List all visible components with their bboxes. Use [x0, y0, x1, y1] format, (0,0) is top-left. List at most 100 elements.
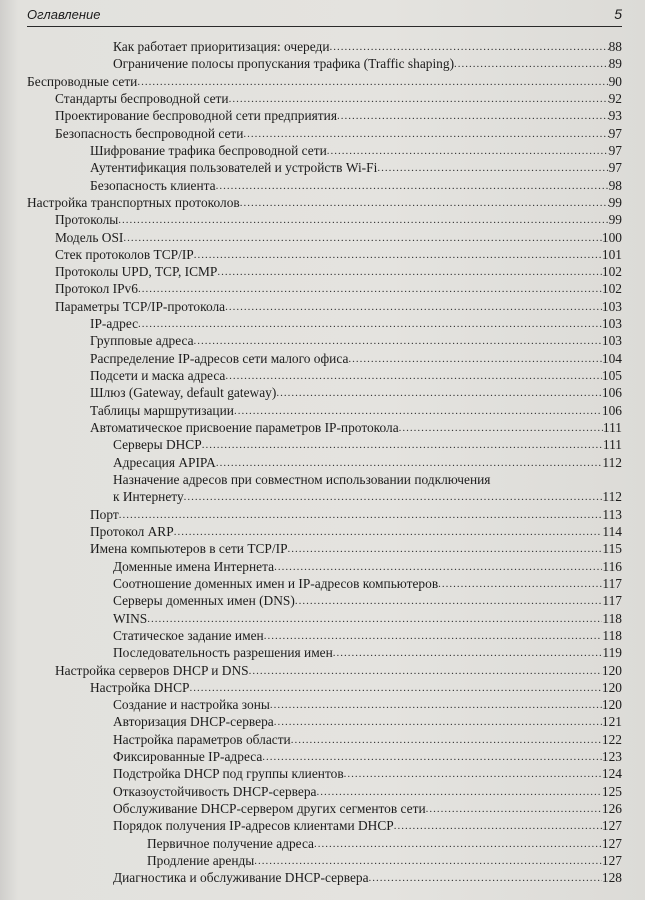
toc-entry: WINS 118 [113, 610, 622, 627]
dot-leader [399, 421, 603, 436]
toc-entry-title: Стек протоколов TCP/IP [55, 246, 194, 262]
toc-entry-page: 117 [602, 575, 622, 591]
dot-leader [249, 664, 602, 679]
dot-leader [314, 837, 602, 852]
toc-entry: Соотношение доменных имен и IP-адресов к… [113, 575, 622, 592]
toc-entry-title: Продление аренды [147, 853, 255, 869]
page-number: 5 [614, 6, 622, 22]
toc-entry-title: Серверы доменных имен (DNS) [113, 593, 295, 609]
toc-entry-page: 101 [601, 246, 622, 262]
toc-entry-title: Фиксированные IP-адреса [113, 749, 263, 765]
dot-leader [174, 525, 603, 540]
dot-leader [454, 57, 609, 72]
toc-entry: Фиксированные IP-адреса 123 [113, 748, 622, 765]
toc-entry: Серверы DHCP 111 [113, 436, 622, 453]
dot-leader [274, 715, 602, 730]
toc-entry-title: Настройка параметров области [113, 731, 291, 747]
dot-leader [123, 231, 602, 246]
dot-leader [216, 179, 609, 194]
toc-entry: Модель OSI 100 [55, 229, 622, 246]
toc-entry-page: 120 [601, 662, 622, 678]
toc-entry: Групповые адреса 103 [90, 332, 622, 349]
dot-leader [119, 508, 603, 523]
dot-leader [118, 213, 608, 228]
toc-entry-title: Групповые адреса [90, 333, 194, 349]
toc-entry-title: Аутентификация пользователей и устройств… [90, 160, 378, 176]
toc-entry: Таблицы маршрутизации 106 [90, 402, 622, 419]
dot-leader [288, 542, 603, 557]
toc-entry-title: Последовательность разрешения имен [113, 645, 333, 661]
toc-entry: Подстройка DHCP под группы клиентов 124 [113, 765, 622, 782]
toc-entry-page: 93 [608, 108, 622, 124]
toc-entry: Серверы доменных имен (DNS) 117 [113, 592, 622, 609]
toc-entry-title: Имена компьютеров в сети TCP/IP [90, 541, 288, 557]
toc-entry-title: Протокол IPv6 [55, 281, 138, 297]
dot-leader [394, 819, 602, 834]
toc-entry: Создание и настройка зоны 120 [113, 696, 622, 713]
toc-entry-page: 126 [601, 801, 622, 817]
dot-leader [240, 196, 609, 211]
toc-entry-title: Настройка DHCP [90, 679, 190, 695]
toc-entry: Имена компьютеров в сети TCP/IP 115 [90, 540, 622, 557]
toc-entry: к Интернету 112 [113, 488, 622, 505]
dot-leader [337, 109, 609, 124]
dot-leader [138, 317, 602, 332]
toc-entry-page: 118 [602, 610, 622, 626]
toc-entry-page: 119 [602, 645, 622, 661]
toc-entry-page: 92 [608, 90, 622, 106]
dot-leader [225, 300, 602, 315]
toc-entry: Настройка транспортных протоколов 99 [27, 194, 622, 211]
toc-entry-page: 102 [601, 281, 622, 297]
toc-entry: Статическое задание имен 118 [113, 627, 622, 644]
toc-entry-page: 122 [601, 731, 622, 747]
toc-entry-page: 97 [608, 125, 622, 141]
dot-leader [243, 127, 608, 142]
toc-entry: Как работает приоритизация: очереди 88 [113, 38, 622, 55]
toc-entry-page: 106 [601, 402, 622, 418]
dot-leader [295, 594, 603, 609]
toc-entry-title: Порт [90, 506, 119, 522]
toc-entry: Безопасность клиента 98 [90, 177, 622, 194]
toc-entry-page: 103 [601, 298, 622, 314]
dot-leader [216, 456, 603, 471]
toc-entry-page: 127 [601, 835, 622, 851]
dot-leader [202, 438, 603, 453]
toc-entry-page: 89 [608, 56, 622, 72]
toc-entry: Проектирование беспроводной сети предпри… [55, 107, 622, 124]
toc-entry: Отказоустойчивость DHCP-сервера 125 [113, 783, 622, 800]
dot-leader [348, 352, 602, 367]
dot-leader [327, 144, 609, 159]
dot-leader [137, 75, 608, 90]
dot-leader [189, 681, 601, 696]
toc-entry-page: 97 [608, 142, 622, 158]
toc-entry: Авторизация DHCP-сервера 121 [113, 713, 622, 730]
toc-entry-page: 113 [602, 506, 622, 522]
toc-entry-page: 106 [601, 385, 622, 401]
toc-entry-page: 116 [602, 558, 622, 574]
dot-leader [262, 750, 602, 765]
toc-entry-page: 105 [601, 368, 622, 384]
dot-leader [147, 612, 602, 627]
toc-entry-title: Отказоустойчивость DHCP-сервера [113, 783, 317, 799]
toc-entry: Шифрование трафика беспроводной сети 97 [90, 142, 622, 159]
toc-entry-title: Статическое задание имен [113, 627, 264, 643]
toc-entry-title: Беспроводные сети [27, 73, 138, 89]
toc-entry: Протокол ARP 114 [90, 523, 622, 540]
toc-entry-title: WINS [113, 610, 148, 626]
toc-entry-page: 114 [602, 523, 622, 539]
dot-leader [270, 698, 602, 713]
toc-entry: Адресация APIPA 112 [113, 454, 622, 471]
toc-entry-page: 104 [601, 350, 622, 366]
toc-entry-page: 121 [601, 714, 622, 730]
toc-entry-page: 100 [601, 229, 622, 245]
toc-entry-title: Серверы DHCP [113, 437, 202, 453]
toc-entry-title: Доменные имена Интернета [113, 558, 275, 574]
toc-entry-page: 117 [602, 593, 622, 609]
toc-entry: Параметры TCP/IP-протокола 103 [55, 298, 622, 315]
toc-entry-page: 125 [601, 783, 622, 799]
toc-entry-title: к Интернету [113, 489, 184, 505]
toc-entry-page: 124 [601, 766, 622, 782]
toc-entry-page: 102 [601, 264, 622, 280]
toc-entry-page: 111 [602, 437, 622, 453]
toc-entry-page: 120 [601, 697, 622, 713]
